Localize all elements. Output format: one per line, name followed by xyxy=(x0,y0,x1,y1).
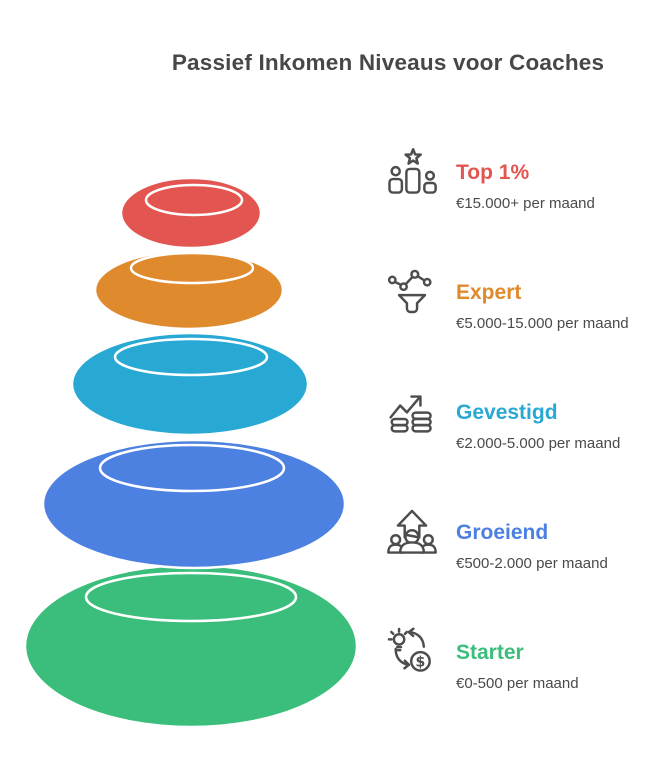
legend-item-range: €15.000+ per maand xyxy=(456,195,595,212)
legend-item-range: €5.000-15.000 per maand xyxy=(456,315,629,332)
pyramid-level-gevestigd xyxy=(70,331,310,437)
idea-to-money-icon: $ xyxy=(385,627,439,681)
svg-text:$: $ xyxy=(416,654,426,670)
legend-item-expert: Expert €5.000-15.000 per maand xyxy=(385,265,629,377)
legend-item-starter: $ Starter €0-500 per maand xyxy=(385,625,579,737)
expert-top-ring xyxy=(129,251,255,285)
legend-item-gevestigd: Gevestigd €2.000-5.000 per maand xyxy=(385,385,620,497)
legend-item-label: Starter xyxy=(456,641,524,664)
funnel-network-icon xyxy=(385,267,439,321)
legend-item-groeiend: Groeiend €500-2.000 per maand xyxy=(385,505,608,617)
top-1-percent-top-ring xyxy=(144,183,244,217)
pyramid-level-top-1-percent xyxy=(119,176,263,250)
team-growth-arrow-icon xyxy=(385,507,439,561)
page-title: Passief Inkomen Niveaus voor Coaches xyxy=(171,50,605,75)
pyramid-level-groeiend xyxy=(41,438,347,570)
starter-top-ring xyxy=(84,571,298,623)
legend-item-range: €500-2.000 per maand xyxy=(456,555,608,572)
legend-item-range: €0-500 per maand xyxy=(456,675,579,692)
growth-chart-coins-icon xyxy=(385,387,439,441)
legend-item-label: Gevestigd xyxy=(456,401,558,424)
legend-item-top-1-percent: Top 1% €15.000+ per maand xyxy=(385,145,595,257)
groeiend-top-ring xyxy=(98,443,286,493)
legend: Top 1% €15.000+ per maand Expert xyxy=(385,145,651,755)
legend-item-range: €2.000-5.000 per maand xyxy=(456,435,621,452)
gevestigd-top-ring xyxy=(113,337,269,377)
legend-item-label: Groeiend xyxy=(456,521,549,544)
pyramid-level-expert xyxy=(93,249,285,331)
pyramid-level-starter xyxy=(23,563,359,729)
legend-item-label: Top 1% xyxy=(456,161,530,184)
income-pyramid xyxy=(23,176,359,729)
legend-item-label: Expert xyxy=(456,281,522,304)
podium-star-icon xyxy=(385,147,439,201)
